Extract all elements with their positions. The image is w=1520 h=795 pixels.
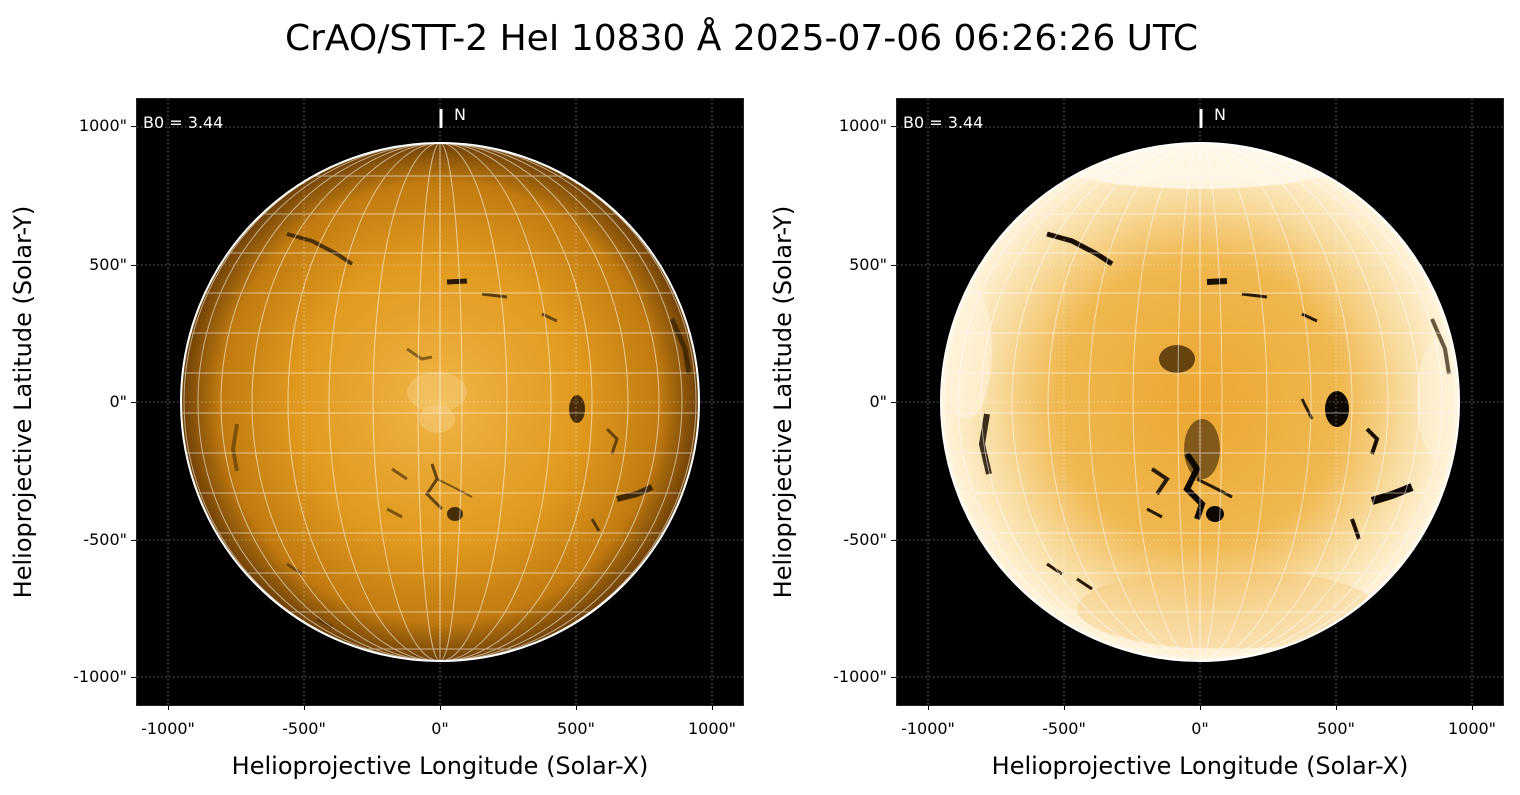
x-axis-label: Helioprojective Longitude (Solar-X) xyxy=(991,752,1409,780)
y-tick-label: -1000" xyxy=(73,667,136,686)
north-label: N xyxy=(454,105,466,124)
x-tick-label: -500" xyxy=(1004,705,1124,738)
axis-gridlines xyxy=(897,99,1503,705)
y-tick-label: 0" xyxy=(109,392,136,411)
x-tick-label: 500" xyxy=(516,705,636,738)
solar-disk-image xyxy=(137,99,743,705)
y-tick-label: 1000" xyxy=(838,116,897,135)
y-tick-label: -1000" xyxy=(833,667,896,686)
y-tick-label: -500" xyxy=(843,530,896,549)
x-tick-label: 500" xyxy=(1276,705,1396,738)
x-tick-label: 1000" xyxy=(652,705,772,738)
b0-label: B0 = 3.44 xyxy=(143,113,224,132)
panel-right: B0 = 3.44 N 1000" 500" 0" -500" -1000" -… xyxy=(760,0,1520,795)
solar-limb xyxy=(180,142,700,662)
solar-disk-image xyxy=(897,99,1503,705)
y-tick-label: 500" xyxy=(849,255,896,274)
y-tick-label: 0" xyxy=(869,392,896,411)
x-axis-label: Helioprojective Longitude (Solar-X) xyxy=(231,752,649,780)
b0-label: B0 = 3.44 xyxy=(903,113,984,132)
y-tick-label: -500" xyxy=(83,530,136,549)
x-tick-label: 0" xyxy=(380,705,500,738)
solar-limb xyxy=(940,142,1460,662)
x-tick-label: -1000" xyxy=(868,705,988,738)
panel-left: B0 = 3.44 N 1000" 500" 0" -500" -1000" -… xyxy=(9,98,744,780)
north-label: N xyxy=(1214,105,1226,124)
solar-image-plot xyxy=(896,98,1504,706)
figure-title: CrAO/STT-2 HeI 10830 Å 2025-07-06 06:26:… xyxy=(284,18,1199,59)
axis-gridlines xyxy=(137,99,743,705)
x-tick-label: -1000" xyxy=(108,705,228,738)
y-tick-label: 500" xyxy=(89,255,136,274)
x-tick-label: -500" xyxy=(244,705,364,738)
solar-image-plot xyxy=(136,98,744,706)
y-tick-label: 1000" xyxy=(78,116,137,135)
x-tick-label: 0" xyxy=(1140,705,1260,738)
x-tick-label: 1000" xyxy=(1412,705,1520,738)
